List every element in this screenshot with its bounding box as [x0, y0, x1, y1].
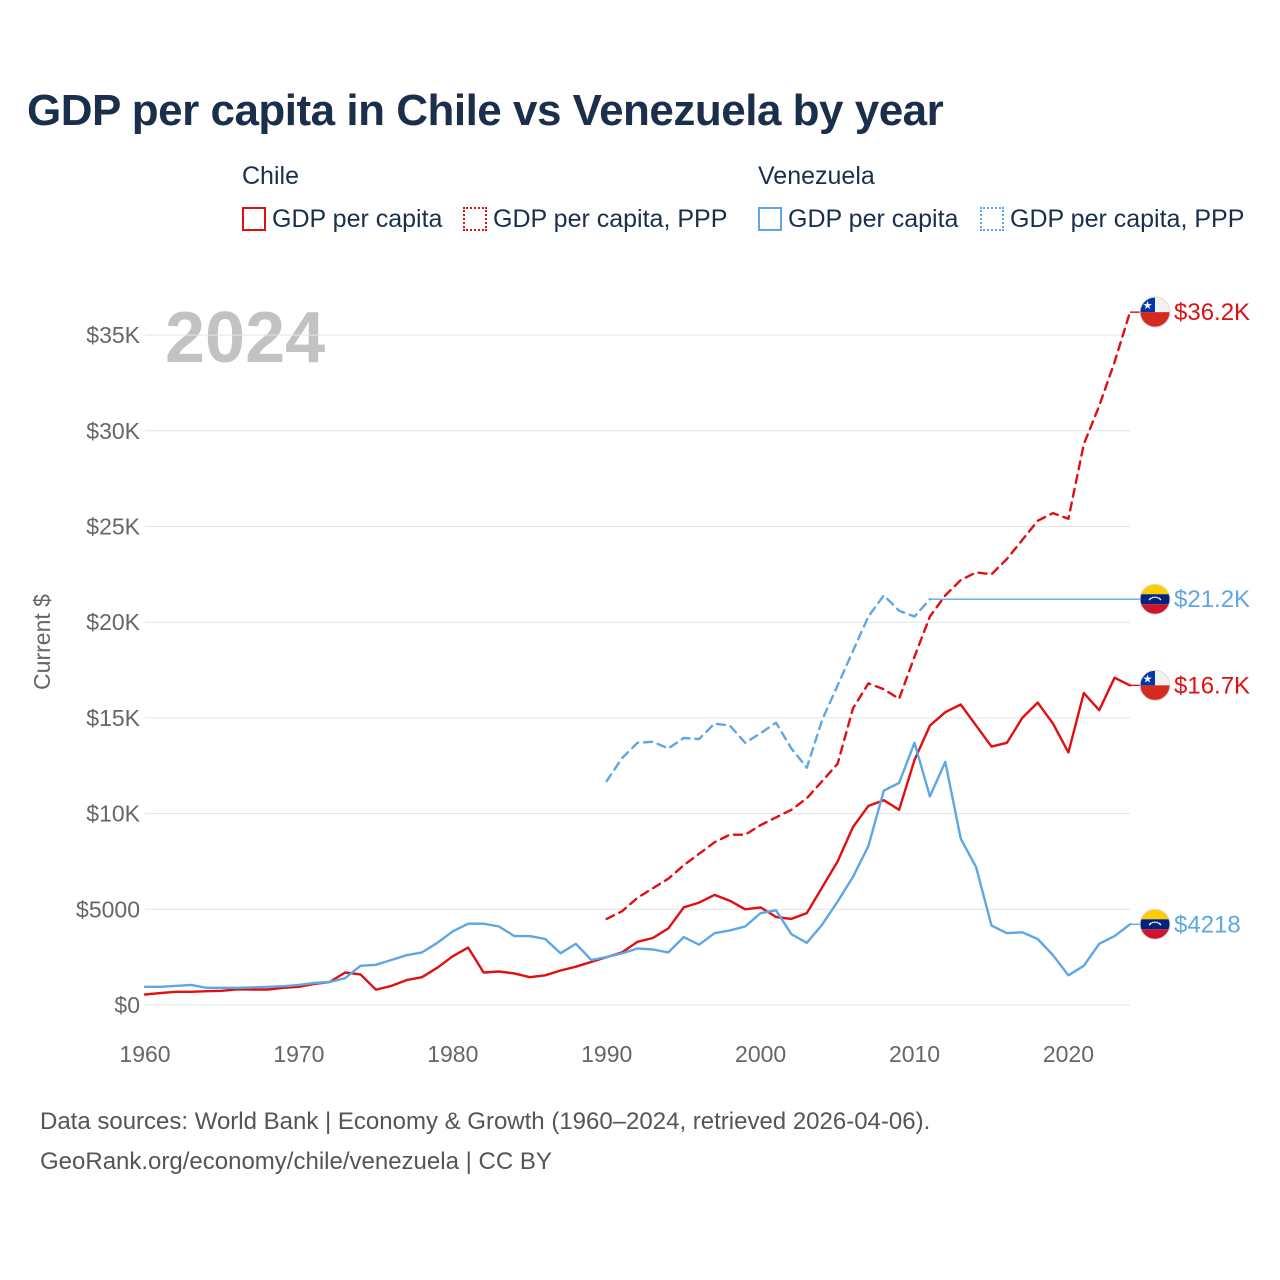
x-tick-label: 1990	[581, 1041, 632, 1067]
legend-label: GDP per capita, PPP	[1010, 204, 1245, 233]
flag-chile-icon: ★	[1139, 296, 1171, 328]
flag-red-band	[1140, 929, 1170, 940]
year-watermark: 2024	[165, 298, 325, 378]
flag-outline	[1139, 669, 1171, 701]
flag-star-dot	[1158, 597, 1160, 600]
y-axis-title: Current $	[29, 594, 55, 690]
flag-star-dot	[1159, 598, 1162, 601]
flag-blue-band	[1140, 594, 1170, 605]
legend-swatch-dotted	[463, 207, 487, 231]
source-url: GeoRank.org/economy/chile/venezuela | CC…	[40, 1148, 552, 1175]
flag-venezuela-icon	[1139, 583, 1171, 615]
series-line-venezuela-solid	[143, 741, 1132, 989]
flag-star-dot	[1148, 923, 1151, 926]
page-title: GDP per capita in Chile vs Venezuela by …	[27, 86, 944, 135]
legend-label: GDP per capita, PPP	[493, 204, 728, 233]
y-tick-label: $20K	[86, 609, 140, 635]
legend-chile-gdp-ppp[interactable]: GDP per capita, PPP	[463, 204, 727, 234]
series-end-label: $4218	[1174, 911, 1241, 938]
flag-chile-icon: ★	[1139, 669, 1171, 701]
flag-star-dot	[1156, 921, 1159, 924]
y-tick-label: $30K	[86, 418, 140, 444]
legend-label: GDP per capita	[788, 204, 959, 233]
flag-star-dot	[1154, 596, 1156, 599]
flag-star-dot	[1150, 922, 1152, 925]
flag-outline	[1139, 583, 1171, 615]
flag-yellow-band	[1140, 584, 1170, 595]
series-end-label: $36.2K	[1174, 299, 1250, 326]
legend-swatch-solid	[242, 207, 266, 231]
flag-body	[1140, 584, 1170, 615]
series-line-chile-solid	[143, 676, 1132, 996]
x-tick-label: 1980	[427, 1041, 478, 1067]
source-line: Data sources: World Bank | Economy & Gro…	[40, 1108, 931, 1135]
x-tick-label: 2020	[1043, 1041, 1094, 1067]
legend-chile-gdp[interactable]: GDP per capita	[242, 204, 442, 234]
legend-swatch-dotted	[980, 207, 1004, 231]
series-line-chile-dashed	[605, 310, 1132, 921]
flag-star-dot	[1151, 921, 1154, 924]
legend-venezuela-title: Venezuela	[758, 162, 875, 190]
series-line-venezuela-dashed	[605, 594, 932, 783]
flag-outline	[1139, 296, 1171, 328]
flag-star-icon: ★	[1143, 672, 1153, 685]
flag-body	[1140, 909, 1170, 940]
flag-red-band	[1140, 685, 1170, 701]
legend-venezuela-gdp-ppp[interactable]: GDP per capita, PPP	[980, 204, 1244, 234]
flag-star-dot	[1159, 923, 1162, 926]
legend-label: GDP per capita	[272, 204, 443, 233]
flag-yellow-band	[1140, 909, 1170, 920]
series-end-label: $21.2K	[1174, 586, 1250, 613]
flag-star-dot	[1154, 921, 1156, 924]
x-tick-label: 2000	[735, 1041, 786, 1067]
flag-star-dot	[1150, 597, 1152, 600]
y-tick-label: $0	[114, 992, 140, 1018]
flag-star-dot	[1156, 596, 1159, 599]
flag-red-band	[1140, 312, 1170, 328]
y-tick-label: $10K	[86, 801, 140, 827]
flag-venezuela-icon	[1139, 908, 1171, 940]
y-tick-label: $15K	[86, 705, 140, 731]
x-tick-label: 1970	[273, 1041, 324, 1067]
flag-star-dot	[1148, 598, 1151, 601]
flag-blue-band	[1140, 919, 1170, 930]
legend-chile-title: Chile	[242, 162, 299, 190]
flag-red-band	[1140, 604, 1170, 615]
y-tick-label: $25K	[86, 514, 140, 540]
flag-star-icon: ★	[1143, 299, 1153, 312]
x-tick-label: 1960	[119, 1041, 170, 1067]
legend-swatch-solid	[758, 207, 782, 231]
series-end-label: $16.7K	[1174, 672, 1250, 699]
flag-star-dot	[1151, 596, 1154, 599]
y-tick-label: $5000	[76, 896, 140, 922]
legend-venezuela-gdp[interactable]: GDP per capita	[758, 204, 958, 234]
flag-star-dot	[1158, 922, 1160, 925]
x-tick-label: 2010	[889, 1041, 940, 1067]
y-tick-label: $35K	[86, 322, 140, 348]
flag-outline	[1139, 908, 1171, 940]
